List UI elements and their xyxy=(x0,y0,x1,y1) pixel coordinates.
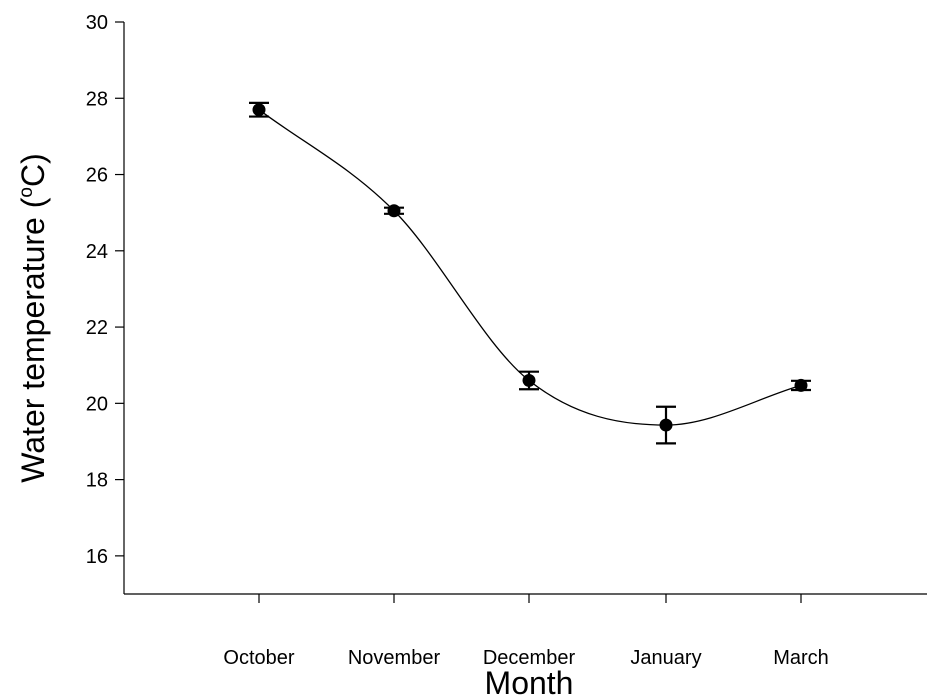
x-tick-label: November xyxy=(348,647,441,669)
x-tick-label: December xyxy=(483,647,576,669)
x-tick-label: October xyxy=(223,647,294,669)
y-axis-title-superscript: o xyxy=(16,187,37,198)
y-tick-label: 22 xyxy=(86,317,108,339)
data-point xyxy=(252,103,266,117)
y-tick-label: 20 xyxy=(86,393,108,415)
data-point xyxy=(659,418,673,432)
y-axis-title: Water temperature (oC) xyxy=(15,153,51,482)
data-point xyxy=(387,204,401,218)
y-tick-label: 24 xyxy=(86,241,108,263)
x-axis-title: Month xyxy=(485,665,574,698)
y-tick-label: 18 xyxy=(86,470,108,492)
data-point xyxy=(522,373,536,387)
x-tick-label: March xyxy=(773,647,829,669)
y-tick-label: 30 xyxy=(86,12,108,34)
x-tick-label: January xyxy=(630,647,701,669)
data-point xyxy=(794,378,808,392)
y-tick-label: 28 xyxy=(86,88,108,110)
y-ticks: 16 18 20 22 24 26 28 30 xyxy=(86,12,124,568)
error-bars xyxy=(249,101,811,445)
y-axis-title-part: C) xyxy=(15,153,51,187)
y-tick-label: 16 xyxy=(86,546,108,568)
axes xyxy=(123,22,927,595)
data-points xyxy=(252,103,808,432)
y-axis-title-part: Water temperature ( xyxy=(15,197,51,482)
x-ticks: October November December January March xyxy=(223,594,829,669)
y-tick-label: 26 xyxy=(86,165,108,187)
